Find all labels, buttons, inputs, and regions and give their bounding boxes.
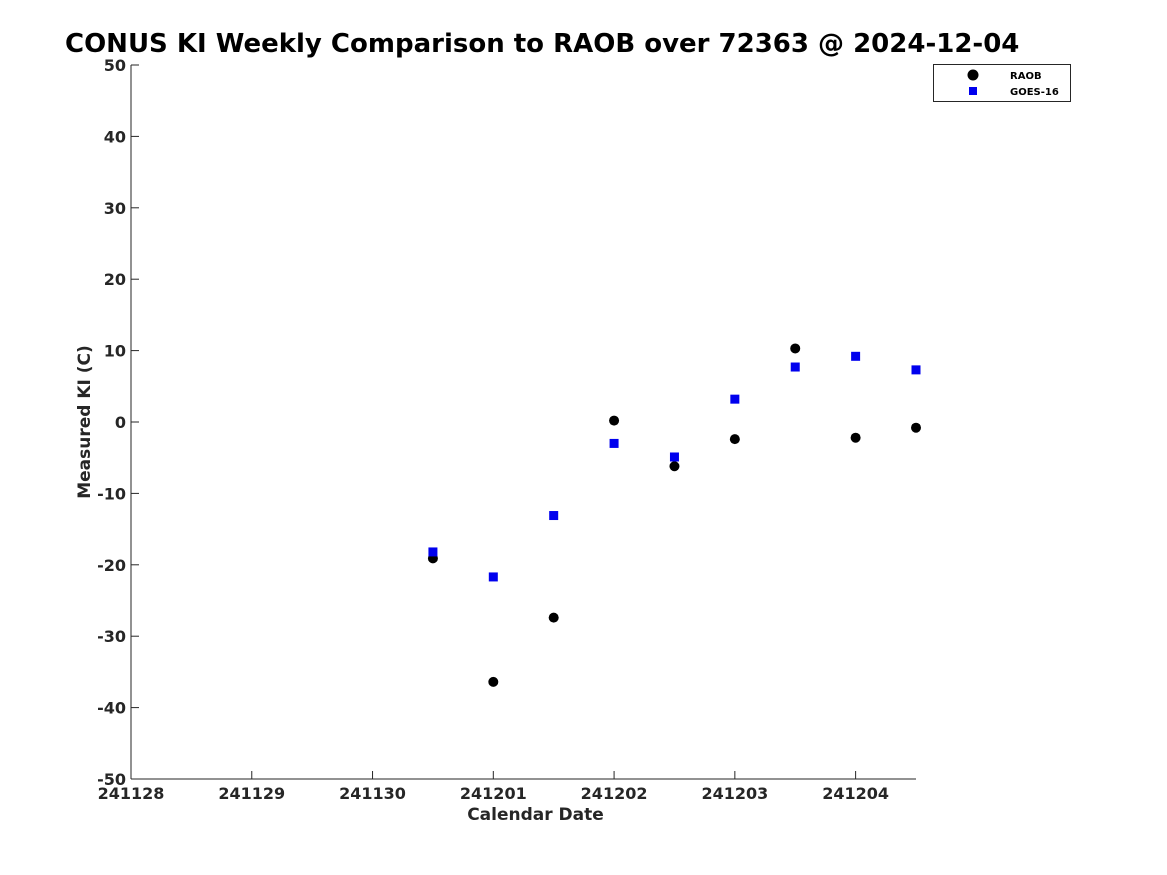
raob-point: [669, 461, 680, 472]
x-tick-label: 241202: [581, 784, 648, 803]
legend-marker-goes-16: [969, 87, 977, 95]
legend-label-goes-16: GOES-16: [1010, 87, 1059, 98]
x-tick-label: 241203: [701, 784, 768, 803]
x-tick-label: 241204: [822, 784, 889, 803]
goes-16-point: [911, 365, 921, 375]
chart-title: CONUS KI Weekly Comparison to RAOB over …: [65, 29, 1019, 59]
y-tick-label: 30: [104, 199, 126, 218]
legend-label-raob: RAOB: [1010, 71, 1042, 82]
raob-point: [609, 415, 620, 426]
goes-16-point: [488, 572, 498, 582]
goes-16-point: [669, 452, 679, 462]
y-tick-label: 10: [104, 342, 126, 361]
y-axis-label: Measured KI (C): [75, 345, 95, 499]
goes-16-point: [609, 438, 619, 448]
y-tick-label: 50: [104, 56, 126, 75]
raob-point: [548, 612, 559, 623]
goes-16-point: [428, 547, 438, 557]
goes-16-point: [790, 362, 800, 372]
legend: RAOB GOES-16: [933, 64, 1071, 102]
goes-16-point: [549, 511, 559, 521]
legend-marker-raob: [967, 69, 979, 81]
x-tick-label: 241129: [218, 784, 285, 803]
goes-16-point: [730, 394, 740, 404]
x-tick-label: 241130: [339, 784, 406, 803]
raob-point: [729, 434, 740, 445]
y-tick-label: 20: [104, 270, 126, 289]
y-tick-label: -40: [97, 699, 126, 718]
data-marks: [427, 343, 921, 687]
raob-point: [790, 343, 801, 354]
raob-point: [911, 422, 921, 433]
y-tick-label: -10: [97, 484, 126, 503]
y-tick-label: 40: [104, 127, 126, 146]
y-tick-label: -50: [97, 770, 126, 789]
y-tick-label: 0: [115, 413, 126, 432]
x-axis-label: Calendar Date: [467, 805, 604, 825]
raob-point: [488, 676, 499, 687]
raob-point: [850, 432, 861, 443]
y-tick-label: -30: [97, 627, 126, 646]
y-tick-label: -20: [97, 556, 126, 575]
legend-box: [933, 64, 1071, 102]
x-tick-label: 241128: [98, 784, 165, 803]
x-tick-label: 241201: [460, 784, 527, 803]
goes-16-point: [851, 351, 861, 361]
